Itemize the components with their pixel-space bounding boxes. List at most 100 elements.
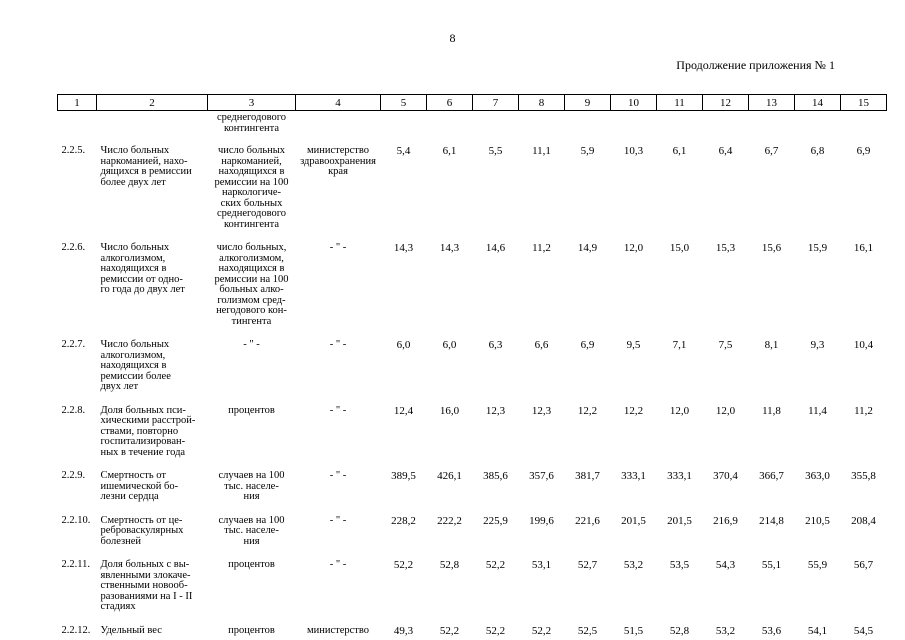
- indicator-value: 9,5: [626, 339, 641, 351]
- indicator-value: 385,6: [483, 470, 508, 482]
- row-index: 2.2.6.: [61, 242, 86, 253]
- indicator-value: 14,3: [439, 242, 460, 254]
- indicator-value: 11,8: [762, 404, 781, 417]
- indicator-value: 11,2: [532, 242, 551, 254]
- header-col: 9: [564, 94, 611, 111]
- table-header-row: 1 2 3 4 5 6 7 8 9 10 11 12 13 14 15: [57, 94, 887, 111]
- indicator-value: 222,2: [437, 514, 462, 527]
- indicator-value: 12,0: [715, 404, 736, 417]
- indicator-value: 54,5: [853, 624, 874, 637]
- indicator-unit: число больных, алкоголизмом, находящихся…: [214, 242, 289, 327]
- indicator-name: Число больных алкоголизмом, находящихся …: [100, 339, 171, 392]
- indicator-value: 201,5: [621, 514, 646, 527]
- indicator-value: 5,9: [580, 145, 595, 157]
- indicator-value: 6,8: [810, 145, 825, 157]
- indicator-unit: случаев на 100 тыс. населе- ния: [218, 470, 285, 502]
- indicator-value: 12,0: [669, 404, 690, 417]
- indicator-value: 389,5: [391, 470, 416, 482]
- indicator-name: Смертность от ишемической бо- лезни серд…: [100, 470, 179, 502]
- header-col: 14: [794, 94, 841, 111]
- indicator-value: 6,6: [534, 339, 549, 351]
- indicator-value: 12,2: [623, 404, 644, 417]
- indicator-value: 53,2: [623, 559, 644, 571]
- indicator-value: 10,3: [623, 145, 644, 157]
- indicator-value: 6,1: [672, 145, 687, 157]
- indicator-value: 15,9: [807, 242, 828, 254]
- indicator-value: 333,1: [621, 470, 646, 482]
- header-col: 5: [380, 94, 427, 111]
- indicator-value: 52,5: [577, 624, 598, 637]
- table-row: среднегодового контингента: [58, 111, 887, 141]
- table-row: 2.2.5. Число больных наркоманией, нахо- д…: [58, 140, 887, 237]
- indicator-name: Удельный вес: [100, 624, 162, 636]
- indicator-value: 14,6: [485, 242, 506, 254]
- indicator-value: 16,1: [853, 242, 874, 254]
- header-col: 11: [656, 94, 703, 111]
- indicator-source: - " -: [329, 404, 347, 416]
- indicator-value: 363,0: [805, 470, 830, 482]
- indicator-value: 52,2: [485, 559, 506, 571]
- indicator-name: Доля больных с вы- явленными злокаче- ст…: [100, 559, 193, 612]
- indicator-value: 14,9: [577, 242, 598, 254]
- indicator-value: 14,3: [393, 242, 414, 254]
- indicator-unit: - " -: [243, 339, 260, 350]
- indicator-name: Смертность от це- реброваскулярных болез…: [100, 514, 184, 547]
- table-body: среднегодового контингента 2.2.5. Число бо…: [58, 111, 887, 640]
- table-row: 2.2.12. Удельный вес процентов министерство…: [58, 620, 887, 640]
- table-row: 2.2.6. Число больных алкоголизмом, находя…: [58, 237, 887, 334]
- row-index: 2.2.5.: [61, 145, 86, 156]
- indicator-value: 53,5: [669, 559, 690, 571]
- indicator-value: 214,8: [759, 514, 784, 527]
- indicator-unit: процентов: [228, 404, 275, 416]
- indicator-source: министерство здравоохранения края: [300, 145, 376, 177]
- indicator-value: 6,0: [442, 339, 457, 351]
- header-col: 7: [472, 94, 519, 111]
- indicator-value: [749, 111, 795, 141]
- indicator-value: 12,4: [393, 404, 414, 417]
- indicator-value: 381,7: [575, 470, 600, 482]
- indicator-value: 7,1: [672, 339, 687, 351]
- indicator-value: 6,1: [442, 145, 457, 157]
- row-index: 2.2.8.: [61, 404, 86, 416]
- indicator-value: 52,2: [393, 559, 414, 571]
- indicator-value: 15,0: [669, 242, 690, 254]
- header-col: 10: [610, 94, 657, 111]
- header-col: 8: [518, 94, 565, 111]
- indicator-value: 201,5: [667, 514, 692, 527]
- row-index: [58, 111, 97, 141]
- indicator-value: 333,1: [667, 470, 692, 482]
- indicator-value: 52,7: [577, 559, 598, 571]
- indicator-value: 6,9: [580, 339, 595, 351]
- indicator-value: 11,2: [854, 404, 873, 417]
- indicator-value: 11,4: [808, 404, 827, 417]
- indicator-value: 199,6: [529, 514, 554, 527]
- indicator-value: 210,5: [805, 514, 830, 527]
- indicator-value: 355,8: [851, 470, 876, 482]
- indicator-value: 12,2: [577, 404, 598, 417]
- indicator-value: 55,1: [761, 559, 782, 571]
- indicator-value: [565, 111, 611, 141]
- row-index: 2.2.12.: [61, 624, 91, 636]
- header-col: 12: [702, 94, 749, 111]
- indicator-value: 426,1: [437, 470, 462, 482]
- indicator-source: - " -: [329, 514, 347, 526]
- indicator-value: 54,3: [715, 559, 736, 571]
- header-col: 13: [748, 94, 795, 111]
- indicator-value: 5,5: [488, 145, 503, 157]
- indicator-source: - " -: [329, 339, 347, 350]
- indicator-value: 5,4: [396, 145, 411, 157]
- indicator-source: - " -: [329, 242, 347, 253]
- indicator-source: министерство: [306, 624, 370, 636]
- appendix-continuation-label: Продолжение приложения № 1: [676, 58, 835, 72]
- indicator-value: [703, 111, 749, 141]
- indicator-value: 52,2: [439, 624, 460, 637]
- indicator-value: 221,6: [575, 514, 600, 527]
- indicator-value: 366,7: [759, 470, 784, 482]
- indicator-value: 54,1: [807, 624, 828, 637]
- indicator-value: 8,1: [764, 339, 779, 351]
- indicator-value: 370,4: [713, 470, 738, 482]
- indicator-value: 7,5: [718, 339, 733, 351]
- indicator-value: 55,9: [807, 559, 828, 571]
- indicator-value: 228,2: [391, 514, 416, 527]
